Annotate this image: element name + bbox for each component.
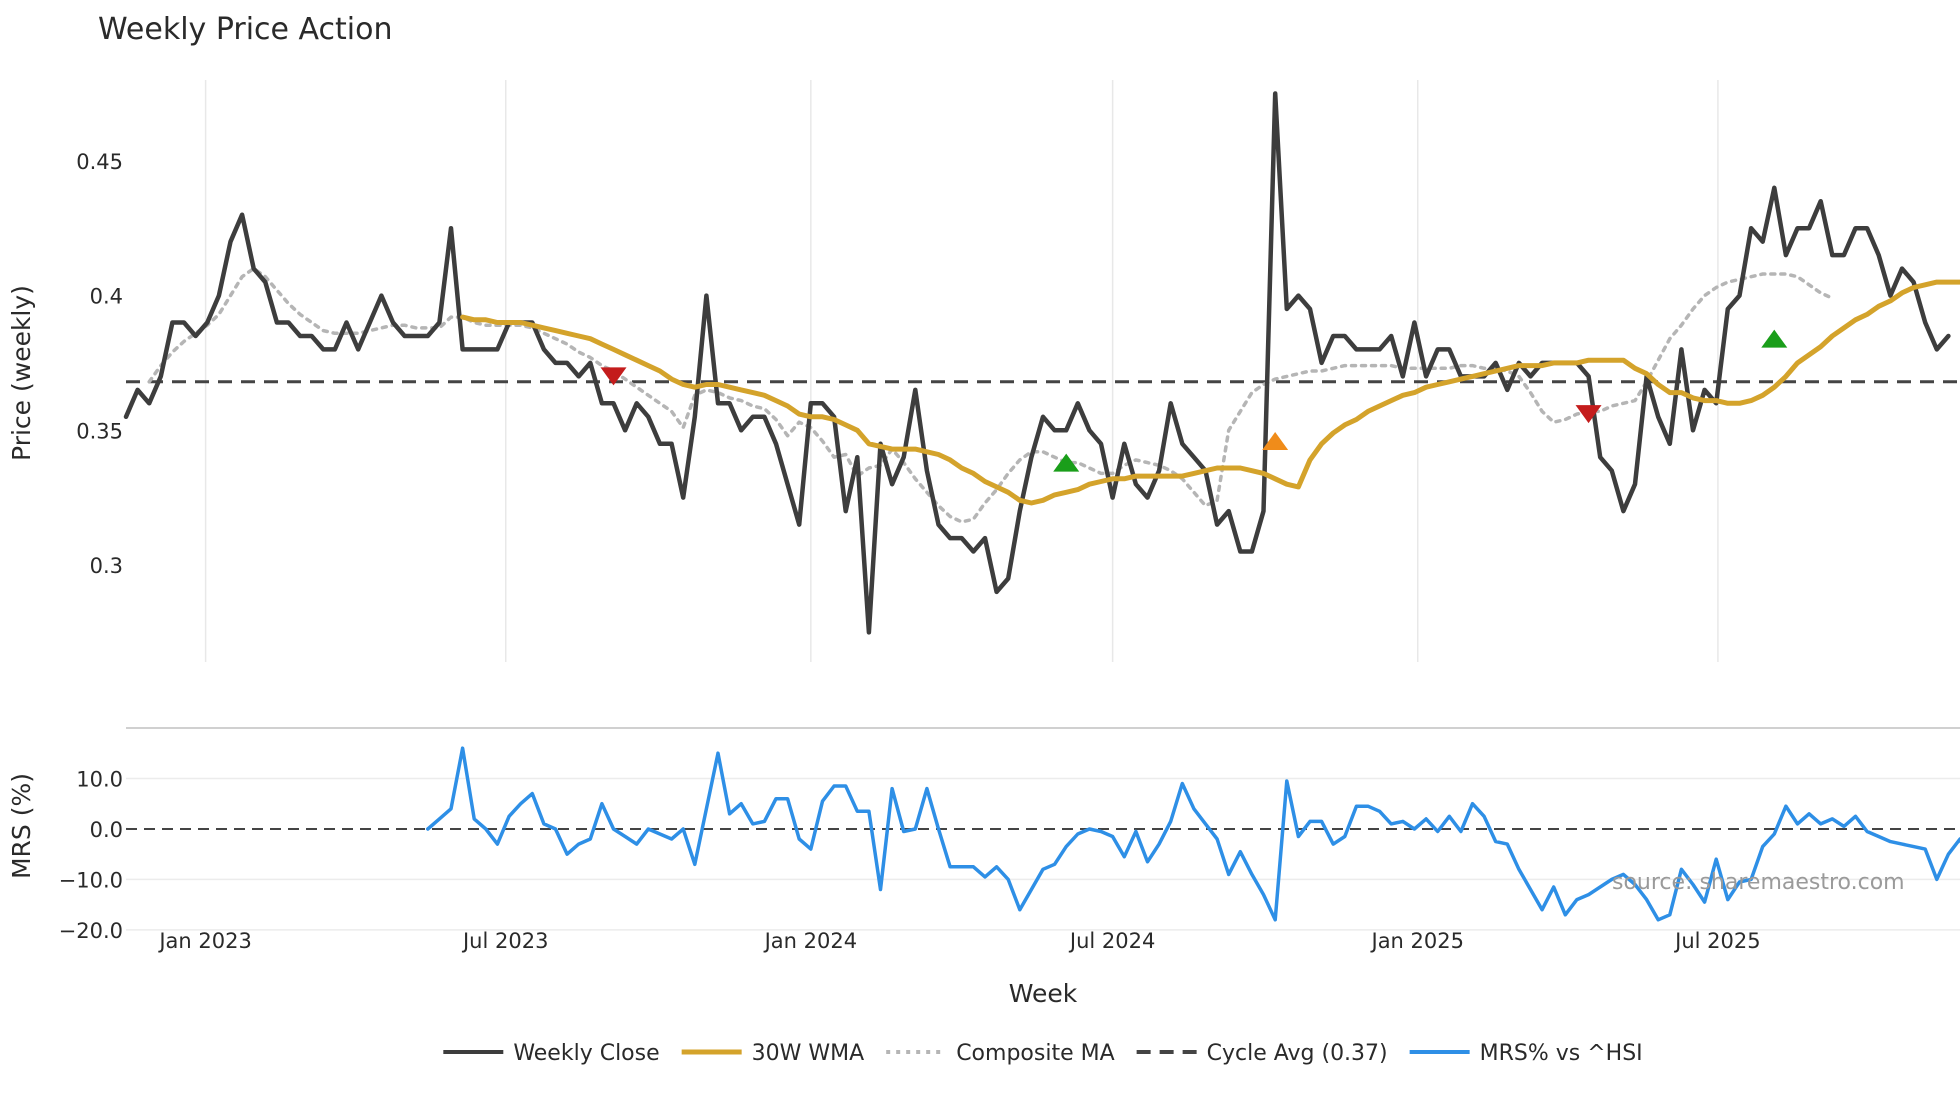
mrs-y-tick-label: 0.0 [90,818,123,842]
price-y-axis: 0.3 0.35 0.4 0.45 [76,150,123,578]
marker-buy [1761,329,1788,348]
marker-sell [600,367,627,386]
price-series [123,91,1960,635]
x-axis-title: Week [1009,979,1078,1008]
mrs-y-tick-label: 10.0 [76,767,123,791]
legend-label-composite: Composite MA [956,1041,1114,1066]
legend-label-mrs: MRS% vs ^HSI [1480,1041,1643,1066]
price-y-tick-label: 0.35 [76,419,123,443]
series-composite [147,266,1835,524]
legend-label-cycle: Cycle Avg (0.37) [1207,1041,1388,1066]
series-close [123,91,1951,635]
mrs-grid [126,777,1960,931]
legend: Weekly Close 30W WMA Composite MA Cycle Avg… [443,1041,1643,1066]
mrs-y-tick-label: −20.0 [59,919,123,943]
x-tick-label: Jan 2025 [1370,929,1465,953]
series-wma [460,279,1960,506]
price-y-axis-title: Price (weekly) [7,285,36,461]
mrs-y-axis: −20.0 −10.0 0.0 10.0 [59,767,123,942]
series-mrs [426,746,1960,922]
marker-sell [1575,405,1602,424]
marker-breakout [1262,432,1289,451]
x-tick-label: Jul 2023 [461,929,548,953]
mrs-y-axis-title: MRS (%) [7,773,36,879]
legend-label-close: Weekly Close [513,1041,659,1066]
chart-title: Weekly Price Action [98,12,393,47]
mrs-y-tick-label: −10.0 [59,868,123,892]
x-tick-label: Jul 2024 [1068,929,1155,953]
x-axis: Jan 2023 Jul 2023 Jan 2024 Jul 2024 Jan 2025… [157,929,1760,953]
x-tick-label: Jul 2025 [1673,929,1760,953]
x-tick-label: Jan 2023 [157,929,252,953]
mrs-series [426,746,1960,922]
watermark: source: sharemaestro.com [1612,870,1905,895]
x-tick-label: Jan 2024 [763,929,858,953]
legend-label-wma: 30W WMA [752,1041,865,1066]
price-grid [204,80,1719,662]
price-y-tick-label: 0.45 [76,150,123,174]
price-y-tick-label: 0.3 [90,554,123,578]
marker-buy [1053,453,1080,472]
price-y-tick-label: 0.4 [90,285,123,309]
